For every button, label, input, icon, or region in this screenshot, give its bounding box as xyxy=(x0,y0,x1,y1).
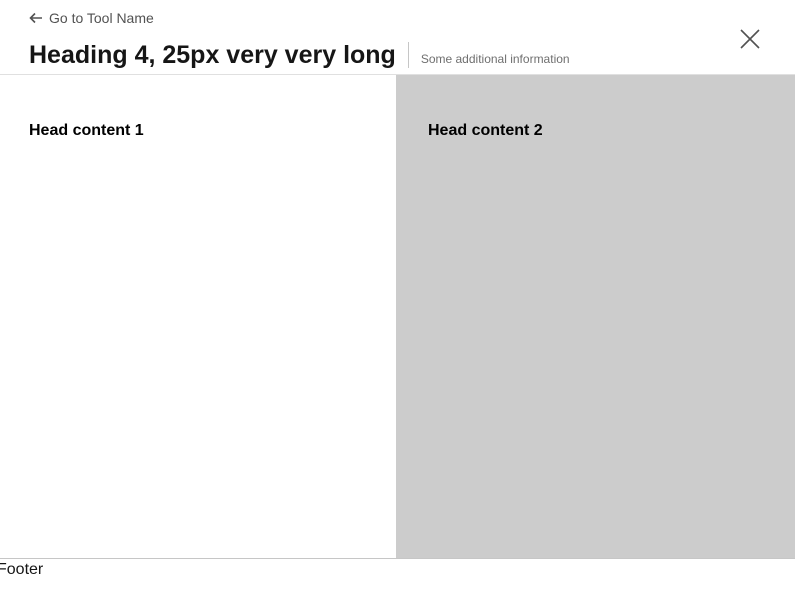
additional-info: Some additional information xyxy=(420,52,570,66)
panel-heading-1: Head content 1 xyxy=(29,122,144,139)
back-link-label: Go to Tool Name xyxy=(49,10,154,26)
close-button[interactable] xyxy=(735,26,765,56)
title-row: Heading 4, 25px very very long Some addi… xyxy=(29,40,570,70)
back-link[interactable]: Go to Tool Name xyxy=(29,9,154,27)
page-header: Go to Tool Name Heading 4, 25px very ver… xyxy=(0,0,795,75)
arrow-left-icon xyxy=(29,12,43,24)
footer-text: Footer xyxy=(0,561,44,578)
panel-heading-2: Head content 2 xyxy=(428,122,543,139)
page-title: Heading 4, 25px very very long xyxy=(29,41,396,69)
content-panel-right: Head content 2 xyxy=(396,75,795,558)
main-content: Head content 1 Head content 2 xyxy=(0,75,795,558)
page-footer: Footer xyxy=(0,558,795,610)
content-panel-left: Head content 1 xyxy=(0,75,396,558)
close-icon xyxy=(740,28,760,54)
title-divider xyxy=(407,42,409,68)
